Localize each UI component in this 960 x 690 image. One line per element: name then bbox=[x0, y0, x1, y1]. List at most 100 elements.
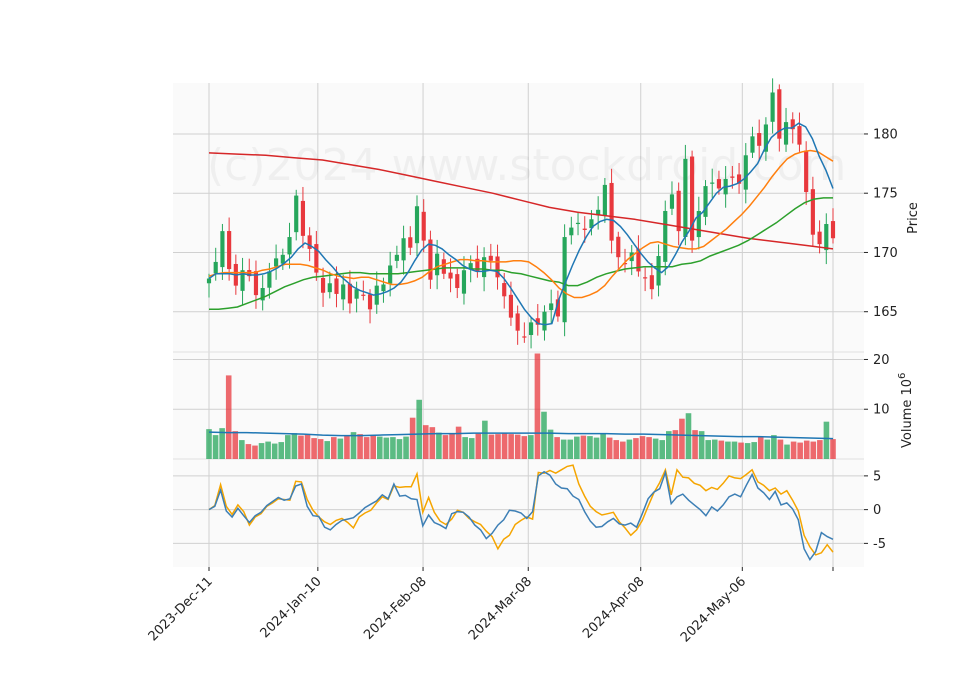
volume-bar bbox=[528, 435, 534, 459]
candle-body bbox=[468, 263, 473, 269]
volume-bar bbox=[665, 431, 672, 459]
volume-bar bbox=[416, 399, 422, 459]
y-tick-label: 180 bbox=[873, 127, 898, 142]
ma-long-line bbox=[208, 152, 834, 250]
volume-bar bbox=[482, 420, 488, 459]
y-tick-label: 175 bbox=[873, 187, 898, 202]
volume-bar bbox=[232, 431, 239, 459]
volume-bar bbox=[817, 440, 823, 459]
candle-body bbox=[461, 270, 467, 294]
candle-body bbox=[750, 136, 755, 153]
candle-body bbox=[777, 89, 782, 139]
ma-mid-line bbox=[208, 149, 834, 299]
candle-body bbox=[602, 184, 607, 216]
candle-body bbox=[730, 176, 735, 178]
candle-body bbox=[790, 119, 795, 130]
candle-body bbox=[280, 254, 285, 264]
volume-bar bbox=[317, 439, 324, 459]
volume-bar bbox=[475, 433, 482, 459]
volume-bar bbox=[462, 437, 468, 459]
volume-bar bbox=[409, 417, 416, 459]
volume-bar bbox=[331, 437, 337, 459]
volume-bar bbox=[363, 437, 370, 459]
candle-body bbox=[743, 155, 748, 190]
volume-bar bbox=[580, 435, 587, 459]
volume-bar bbox=[390, 437, 396, 459]
volume-bar bbox=[455, 426, 462, 459]
volume-axis-label: Volume 106 bbox=[897, 373, 915, 448]
candle-body bbox=[495, 256, 500, 278]
candle-body bbox=[361, 294, 366, 296]
candle-body bbox=[307, 235, 312, 249]
candle-body bbox=[736, 174, 742, 184]
candle-body bbox=[589, 219, 594, 229]
candle-body bbox=[757, 133, 762, 146]
volume-bar bbox=[291, 433, 298, 459]
candle-body bbox=[515, 313, 520, 331]
volume-bar bbox=[646, 437, 652, 459]
y-tick-label: -5 bbox=[873, 537, 886, 552]
x-tick-label: 2024-Mar-08 bbox=[466, 574, 535, 643]
candle-body bbox=[482, 257, 487, 278]
x-tick-label: 2024-Jan-10 bbox=[258, 574, 325, 641]
candle-body bbox=[260, 288, 265, 301]
volume-bar bbox=[350, 432, 357, 459]
candle-body bbox=[683, 158, 688, 238]
volume-bar bbox=[698, 431, 705, 459]
volume-bar bbox=[744, 443, 751, 459]
candle-body bbox=[535, 318, 540, 325]
candle-body bbox=[763, 124, 768, 152]
candle-body bbox=[274, 258, 279, 267]
volume-bar bbox=[534, 353, 541, 459]
y-tick-label: 170 bbox=[873, 246, 898, 261]
candle-body bbox=[287, 237, 292, 255]
candle-body bbox=[575, 222, 581, 225]
volume-bar bbox=[810, 441, 817, 459]
candle-body bbox=[394, 254, 399, 261]
oscillator-line-b bbox=[208, 464, 834, 556]
volume-bar bbox=[271, 443, 278, 459]
volume-bar bbox=[495, 434, 501, 459]
volume-bar bbox=[304, 434, 311, 459]
candle-body bbox=[320, 277, 326, 293]
volume-bar bbox=[547, 429, 554, 459]
volume-bar bbox=[245, 444, 252, 459]
volume-bar bbox=[468, 438, 475, 459]
volume-bar bbox=[751, 442, 757, 459]
volume-bar bbox=[738, 442, 744, 459]
volume-bar bbox=[554, 437, 560, 459]
candle-body bbox=[314, 244, 319, 273]
candle-body bbox=[643, 277, 648, 279]
ma-slow-line bbox=[209, 197, 833, 311]
y-tick-label: 10 bbox=[873, 403, 890, 418]
volume-bar bbox=[764, 439, 771, 459]
candle-body bbox=[267, 271, 272, 288]
volume-bar bbox=[600, 433, 606, 459]
volume-bar bbox=[403, 436, 409, 459]
candle-body bbox=[240, 270, 245, 291]
candle-body bbox=[347, 283, 352, 304]
candle-body bbox=[696, 210, 701, 238]
candle-body bbox=[367, 294, 373, 310]
candle-body bbox=[710, 182, 715, 184]
candle-body bbox=[327, 283, 332, 293]
watermark: (c)2024 www.stockdroid.com bbox=[207, 140, 846, 191]
y-tick-label: 0 bbox=[873, 503, 881, 518]
candle-body bbox=[770, 92, 775, 122]
volume-bar bbox=[278, 442, 285, 459]
candle-body bbox=[502, 283, 507, 297]
candle-body bbox=[569, 227, 574, 236]
candle-body bbox=[555, 299, 560, 317]
volume-bar bbox=[258, 443, 265, 459]
volume-bar bbox=[422, 425, 429, 459]
candle-body bbox=[824, 224, 829, 251]
candle-body bbox=[448, 272, 453, 279]
candle-body bbox=[549, 303, 554, 311]
volume-bar bbox=[823, 421, 830, 459]
volume-bar bbox=[830, 439, 836, 459]
volume-bar bbox=[587, 436, 593, 459]
x-tick-label: 2024-Feb-08 bbox=[361, 574, 430, 643]
candle-body bbox=[810, 189, 815, 235]
candle-body bbox=[817, 231, 822, 245]
